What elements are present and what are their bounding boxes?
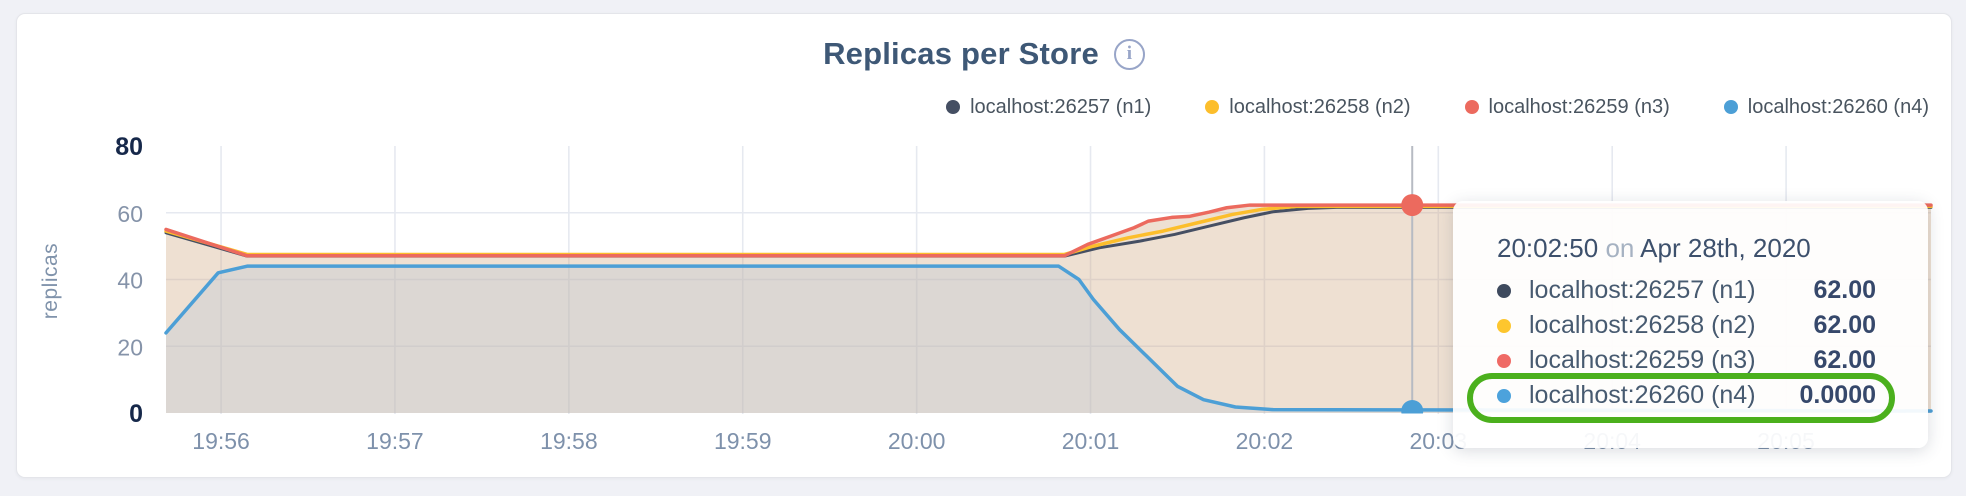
tooltip-series-label: localhost:26257 (n1) <box>1529 276 1756 304</box>
series-area-localhost:26260 (n4) <box>166 266 1931 413</box>
tooltip-series-value: 62.00 <box>1813 276 1876 304</box>
x-axis-tick-19:59: 19:59 <box>714 428 772 454</box>
y-axis-label: replicas <box>39 243 62 319</box>
crosshair-dot-localhost:26260 (n4) <box>1401 400 1424 414</box>
y-axis-tick-40: 40 <box>117 268 143 294</box>
legend-item-label: localhost:26257 (n1) <box>970 95 1152 118</box>
y-axis-tick-20: 20 <box>117 334 143 360</box>
x-axis-tick-20:02: 20:02 <box>1236 428 1294 454</box>
series-line-localhost:26260 (n4) <box>164 264 1933 413</box>
tooltip-series-value: 0.0000 <box>1799 381 1876 409</box>
legend-dot-icon <box>1464 100 1479 114</box>
legend-item-n1[interactable]: localhost:26257 (n1) <box>946 96 1151 119</box>
x-axis-tick-20:01: 20:01 <box>1062 428 1120 454</box>
legend: localhost:26257 (n1) localhost:26258 (n2)… <box>946 93 1929 121</box>
tooltip-row-n1: localhost:26257 (n1) 62.00 <box>1497 273 1876 308</box>
crosshair-dot-localhost:26259 (n3) <box>1401 194 1424 217</box>
legend-item-n3[interactable]: localhost:26259 (n3) <box>1464 95 1670 119</box>
tooltip-date: Apr 28th, 2020 <box>1640 233 1811 263</box>
legend-dot-icon <box>1205 100 1220 114</box>
y-axis-tick-80: 80 <box>115 133 143 161</box>
tooltip-series-label: localhost:26260 (n4) <box>1529 381 1756 409</box>
info-icon[interactable]: i <box>1113 38 1145 70</box>
x-axis-tick-19:58: 19:58 <box>540 428 598 454</box>
tooltip-series-dot-icon <box>1497 318 1511 333</box>
crosshair <box>1401 146 1424 414</box>
legend-item-label: localhost:26260 (n4) <box>1747 95 1929 118</box>
legend-item-label: localhost:26259 (n3) <box>1488 95 1670 118</box>
tooltip-series-label: localhost:26258 (n2) <box>1529 311 1756 339</box>
y-axis-tick-60: 60 <box>117 201 143 227</box>
tooltip-timestamp: 20:02:50 on Apr 28th, 2020 <box>1497 229 1876 267</box>
tooltip-series-dot-icon <box>1497 283 1511 298</box>
x-axis-tick-19:56: 19:56 <box>192 428 250 454</box>
tooltip-series-dot-icon <box>1497 353 1511 368</box>
tooltip-on-word: on <box>1605 233 1635 263</box>
tooltip-series-value: 62.00 <box>1813 311 1876 339</box>
chart-panel: Replicas per Store i localhost:26257 (n1… <box>16 13 1952 478</box>
chart-header: Replicas per Store i <box>17 34 1951 74</box>
chart-title: Replicas per Store <box>823 36 1099 71</box>
x-axis-tick-19:57: 19:57 <box>366 428 424 454</box>
tooltip-row-n3: localhost:26259 (n3) 62.00 <box>1497 343 1876 378</box>
legend-item-n4[interactable]: localhost:26260 (n4) <box>1723 95 1929 119</box>
tooltip-time: 20:02:50 <box>1497 233 1599 263</box>
tooltip-row-n2: localhost:26258 (n2) 62.00 <box>1497 308 1876 343</box>
legend-dot-icon <box>1723 100 1738 114</box>
tooltip-series-value: 62.00 <box>1813 346 1876 374</box>
tooltip-row-n4: localhost:26260 (n4) 0.0000 <box>1497 378 1876 413</box>
legend-item-n2[interactable]: localhost:26258 (n2) <box>1205 95 1411 119</box>
chart-tooltip: 20:02:50 on Apr 28th, 2020 localhost:262… <box>1453 201 1928 448</box>
tooltip-series-label: localhost:26259 (n3) <box>1529 346 1756 374</box>
series-line-localhost:26259 (n3) <box>164 203 1933 258</box>
legend-dot-icon <box>946 100 961 114</box>
tooltip-series-dot-icon <box>1497 388 1511 403</box>
legend-item-label: localhost:26258 (n2) <box>1229 95 1411 118</box>
tooltip-rows: localhost:26257 (n1) 62.00 localhost:26258… <box>1497 273 1876 413</box>
x-axis-tick-20:00: 20:00 <box>888 428 946 454</box>
y-axis-tick-0: 0 <box>129 400 143 428</box>
